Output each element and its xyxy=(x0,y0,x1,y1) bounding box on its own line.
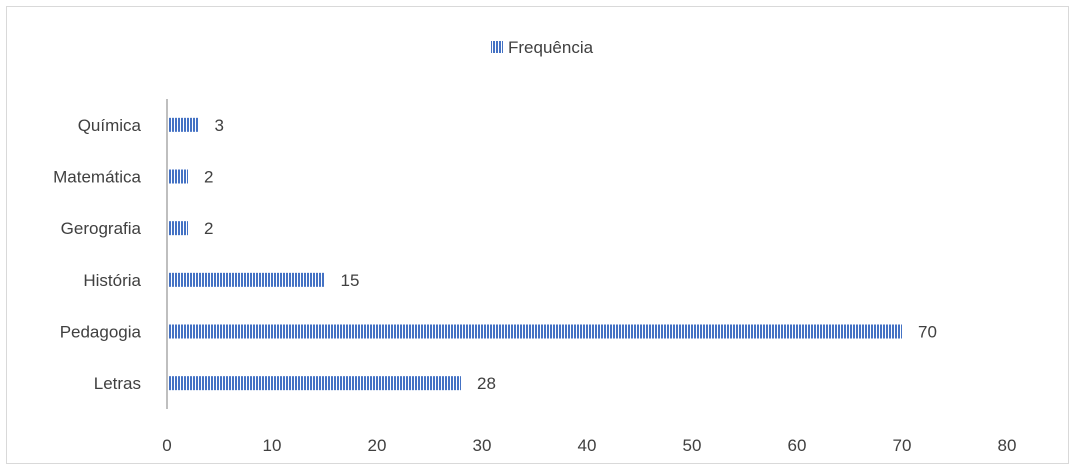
x-tick-label: 80 xyxy=(998,436,1017,455)
x-tick-label: 10 xyxy=(263,436,282,455)
bar-matemática xyxy=(168,169,188,184)
bar-história xyxy=(168,272,325,287)
legend: Frequência xyxy=(491,38,594,57)
x-tick-label: 50 xyxy=(683,436,702,455)
chart-frame: Frequência Química Matemática Gerografia Hi… xyxy=(6,6,1069,464)
bar-gerografia xyxy=(168,221,188,236)
data-label: 70 xyxy=(918,323,937,342)
legend-label: Frequência xyxy=(508,38,594,57)
x-tick-label: 20 xyxy=(368,436,387,455)
bars-group xyxy=(168,117,902,391)
data-label: 28 xyxy=(477,374,496,393)
bar-letras xyxy=(168,376,461,391)
data-label: 3 xyxy=(215,116,224,135)
x-tick-label: 60 xyxy=(788,436,807,455)
category-labels: Química Matemática Gerografia História Pedag… xyxy=(53,116,141,393)
x-tick-label: 0 xyxy=(162,436,171,455)
bar-pedagogia xyxy=(168,324,902,339)
x-tick-label: 40 xyxy=(578,436,597,455)
category-label: Gerografia xyxy=(61,219,142,238)
data-labels: 3 2 2 15 70 28 xyxy=(204,116,937,393)
category-label: Matemática xyxy=(53,168,141,187)
data-label: 15 xyxy=(341,271,360,290)
bar-química xyxy=(168,117,199,132)
x-tick-label: 70 xyxy=(893,436,912,455)
legend-swatch xyxy=(491,41,503,53)
category-label: História xyxy=(83,271,141,290)
x-tick-label: 30 xyxy=(473,436,492,455)
x-axis-tick-labels: 0 10 20 30 40 50 60 70 80 xyxy=(162,436,1016,455)
category-label: Química xyxy=(78,116,142,135)
category-label: Pedagogia xyxy=(60,323,142,342)
bar-chart: Frequência Química Matemática Gerografia Hi… xyxy=(53,38,1016,455)
data-label: 2 xyxy=(204,219,213,238)
category-label: Letras xyxy=(94,374,141,393)
data-label: 2 xyxy=(204,168,213,187)
